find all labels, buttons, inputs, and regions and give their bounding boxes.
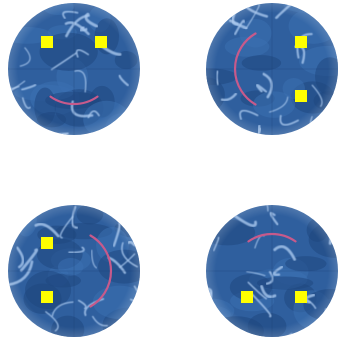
- mouth-arc: [49, 95, 99, 106]
- right-eye: [295, 90, 307, 102]
- right-eye: [95, 36, 107, 48]
- face-top-right: [206, 3, 338, 135]
- left-eye: [41, 237, 53, 249]
- left-eye: [241, 291, 253, 303]
- left-eye: [295, 36, 307, 48]
- right-eye: [295, 291, 307, 303]
- right-eye: [41, 291, 53, 303]
- mouth-arc: [247, 232, 297, 243]
- face-bottom-left: [8, 205, 140, 337]
- left-eye: [41, 36, 53, 48]
- mouth-arc: [89, 234, 113, 308]
- face-top-left: [8, 3, 140, 135]
- mouth-arc: [233, 32, 257, 106]
- face-bottom-right: [206, 205, 338, 337]
